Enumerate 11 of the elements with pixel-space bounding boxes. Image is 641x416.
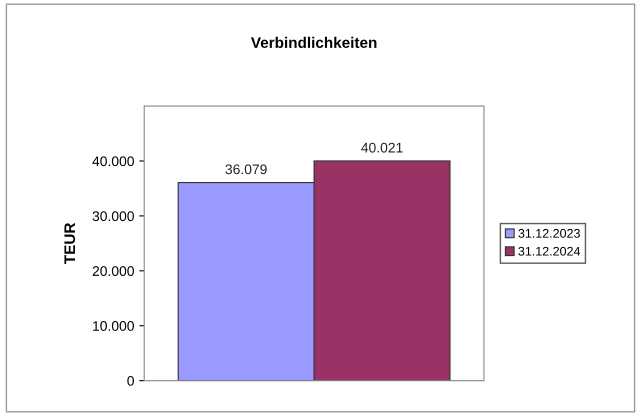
y-tick-label: 30.000	[92, 211, 134, 222]
legend-label: 31.12.2024	[518, 246, 580, 256]
chart-title: Verbindlichkeiten	[250, 36, 376, 48]
data-label: 36.079	[225, 164, 267, 174]
y-tick-label: 0	[127, 376, 134, 386]
legend-label: 31.12.2023	[518, 228, 580, 238]
data-label: 40.021	[361, 142, 403, 153]
y-axis-title: TEUR	[64, 222, 76, 264]
y-tick-label: 40.000	[92, 156, 134, 166]
y-tick-label: 10.000	[93, 321, 134, 331]
y-tick-label: 20.000	[92, 266, 134, 276]
